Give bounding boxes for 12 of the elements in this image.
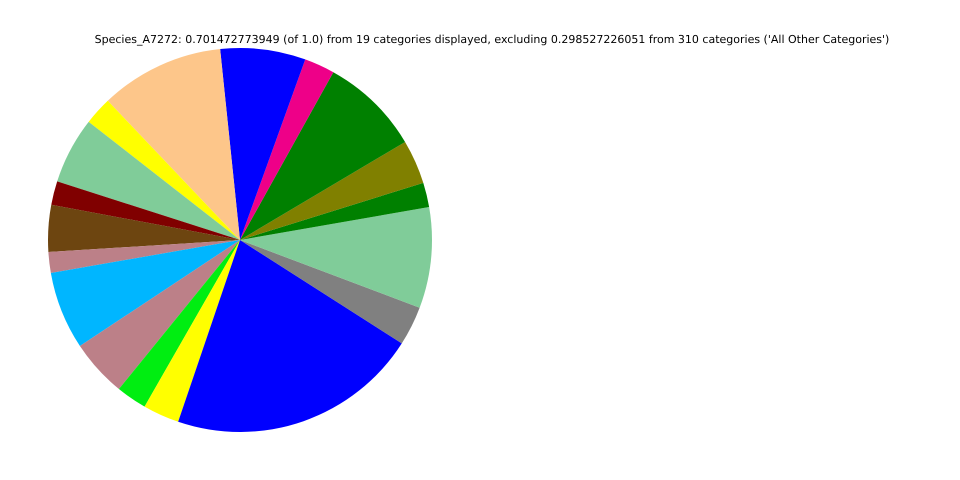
pie-slice [88,100,240,240]
pie-slice [144,240,240,422]
pie-slice [108,49,240,240]
pie-slice [57,122,240,240]
pie-slice [50,240,240,346]
pie-slice [240,142,424,240]
pie-slice [240,240,420,344]
text: Species_A7272: 0.701472773949 (of 1.0) from 19 categories displayed, excluding 0.298527226051 from 310 categories ('All Other Categories') [94,33,890,46]
pie-slice [48,204,240,252]
pie-slice [51,181,240,240]
pie-slice [118,240,240,407]
pie-slice [240,59,334,240]
